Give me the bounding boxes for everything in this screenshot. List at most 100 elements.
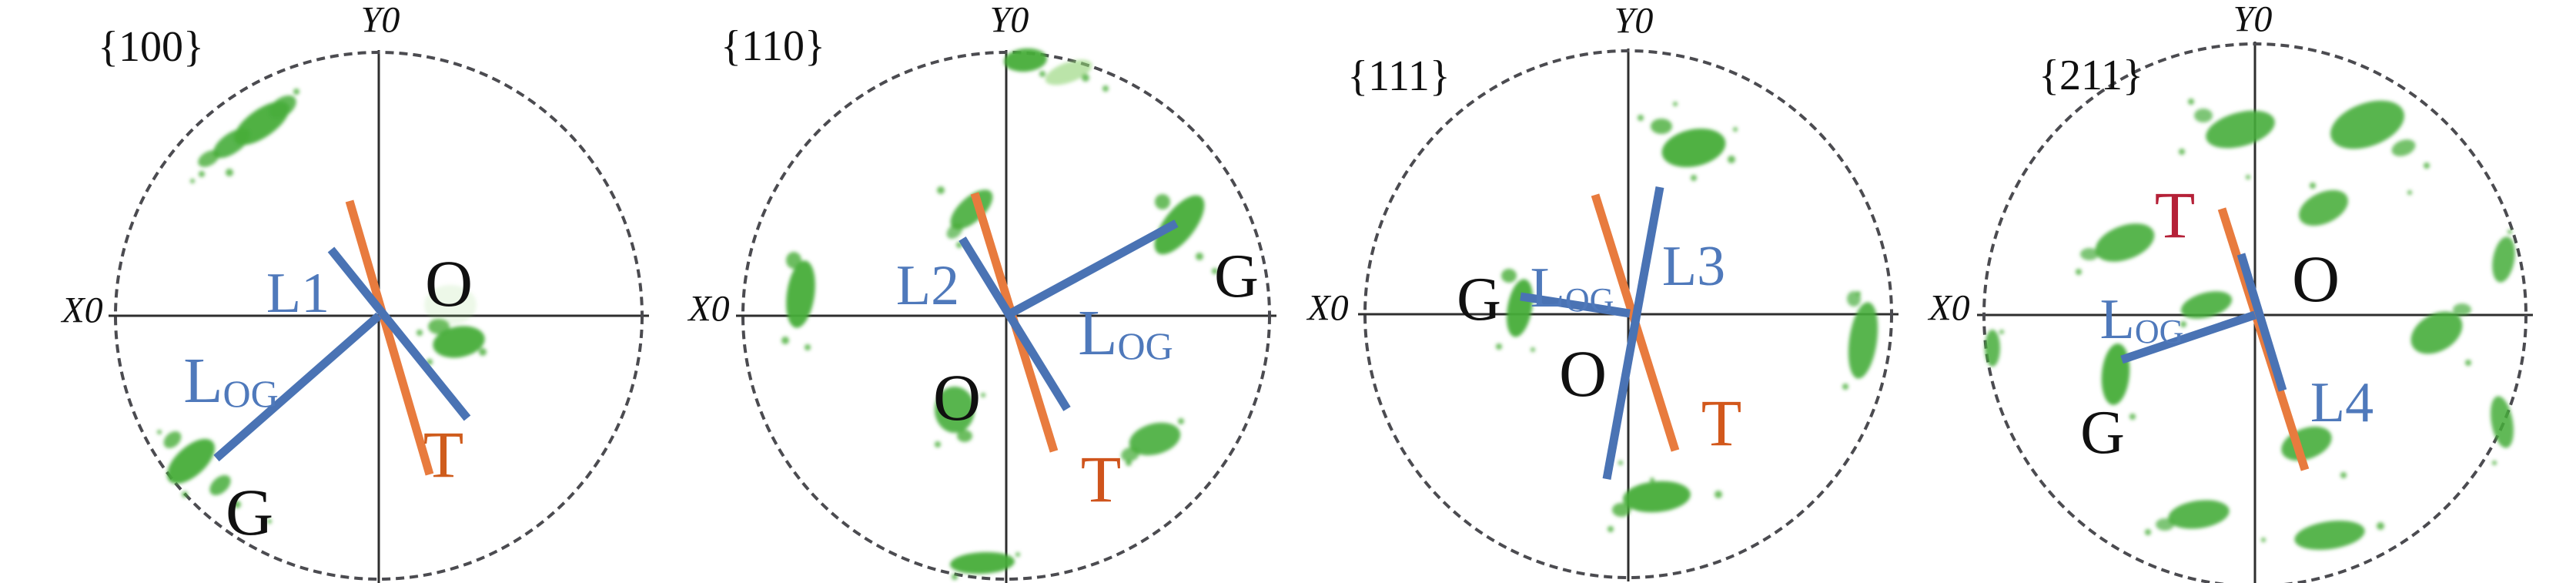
texture-blob	[950, 551, 1015, 575]
texture-blob	[2294, 521, 2365, 550]
texture-blob	[1155, 194, 1170, 209]
texture-blob	[2491, 396, 2514, 448]
texture-blob	[212, 128, 251, 159]
texture-blob	[1121, 447, 1139, 462]
label-L2: L2	[896, 254, 959, 317]
texture-blob	[2095, 223, 2155, 262]
label-LOG: LOG	[2100, 288, 2184, 351]
y-axis-label: Y0	[361, 0, 400, 41]
x-axis-label: X0	[1927, 288, 1969, 329]
texture-dot	[2261, 538, 2266, 542]
texture-dot	[1733, 127, 1738, 132]
label-L4: L4	[2310, 371, 2374, 434]
texture-blob	[1004, 48, 1047, 72]
panel-title: {211}	[2039, 52, 2143, 99]
annotation-line-LOG	[1520, 292, 1631, 318]
texture-dot	[1178, 418, 1184, 424]
texture-blob	[2391, 139, 2416, 156]
texture-dot	[1618, 461, 1623, 465]
texture-blob	[2156, 518, 2174, 531]
texture-dot	[1212, 268, 1218, 274]
texture-blob	[167, 438, 215, 484]
texture-dot	[1673, 102, 1678, 106]
texture-dot	[2407, 190, 2412, 195]
panel-title: {110}	[721, 22, 825, 70]
annotation-line-L4	[2236, 253, 2287, 392]
y-axis-label: Y0	[1614, 1, 1654, 42]
texture-blob	[935, 387, 975, 433]
texture-blob	[198, 150, 219, 167]
texture-blob	[209, 474, 231, 496]
texture-dot	[199, 171, 205, 177]
texture-dot	[417, 330, 423, 336]
annotation-line-LOG	[2120, 310, 2257, 364]
texture-dot	[952, 574, 958, 580]
panel-title: {111}	[1347, 52, 1450, 100]
texture-blob	[786, 260, 815, 328]
texture-blob	[1129, 422, 1181, 456]
projection-circle	[1982, 42, 2527, 583]
y-axis-label: Y0	[990, 0, 1029, 41]
blob-group	[157, 89, 487, 524]
label-LOG: LOG	[183, 345, 279, 417]
texture-dot	[781, 337, 789, 344]
texture-dot	[182, 491, 188, 498]
texture-blob	[786, 252, 801, 269]
annotation-line-L1	[327, 246, 471, 421]
texture-dot	[937, 186, 945, 194]
texture-dot	[1842, 384, 1848, 390]
texture-dot	[2340, 472, 2347, 478]
annotation-line-T	[345, 199, 434, 476]
texture-dot	[1638, 115, 1644, 121]
texture-blob	[2330, 100, 2404, 149]
blob-group	[1496, 102, 1878, 532]
texture-blob	[1612, 503, 1631, 517]
projection-circle	[114, 51, 644, 581]
x-axis-label: X0	[1306, 288, 1348, 329]
texture-blob	[2206, 110, 2275, 149]
label-T: T	[2155, 178, 2196, 252]
texture-dot	[1691, 175, 1697, 181]
texture-dot	[1102, 85, 1109, 92]
label-O: O	[425, 246, 473, 320]
texture-dot	[2377, 522, 2384, 530]
pole-figure-panel-110: L2 LOG O T G {110} X0 Y0	[687, 0, 1276, 583]
label-LOG: LOG	[1531, 256, 1614, 320]
texture-dot	[2179, 149, 2185, 155]
annotation-line-L3	[1602, 186, 1664, 480]
texture-dot	[2246, 175, 2250, 179]
texture-dot	[1728, 156, 1735, 163]
texture-dot	[1650, 477, 1654, 482]
blob-group	[1985, 99, 2515, 550]
texture-dot	[1999, 330, 2004, 334]
blob-group	[781, 48, 1218, 580]
texture-blob	[2180, 291, 2233, 319]
x-axis-label: X0	[687, 289, 729, 330]
texture-blob	[946, 223, 963, 239]
x-axis-label: X0	[60, 290, 102, 331]
texture-dot	[1082, 74, 1089, 82]
label-L1: L1	[266, 262, 330, 325]
texture-dot	[190, 179, 195, 183]
texture-blob	[2299, 189, 2348, 226]
texture-dot	[1856, 291, 1861, 296]
texture-dot	[2129, 414, 2136, 420]
label-G: G	[1457, 266, 1501, 333]
texture-dot	[293, 89, 299, 95]
texture-dot	[1715, 491, 1722, 498]
texture-dot	[479, 348, 487, 356]
label-T: T	[1081, 442, 1122, 516]
texture-dot	[2492, 461, 2497, 465]
texture-blob	[1661, 128, 1726, 168]
texture-dot	[1531, 347, 1535, 352]
label-LOG: LOG	[1078, 297, 1173, 369]
texture-dot	[2076, 269, 2082, 275]
label-O: O	[2292, 242, 2340, 316]
texture-blob	[1045, 59, 1092, 85]
texture-blob	[424, 285, 477, 325]
panel-title: {100}	[98, 23, 204, 71]
label-G: G	[1214, 243, 1259, 310]
